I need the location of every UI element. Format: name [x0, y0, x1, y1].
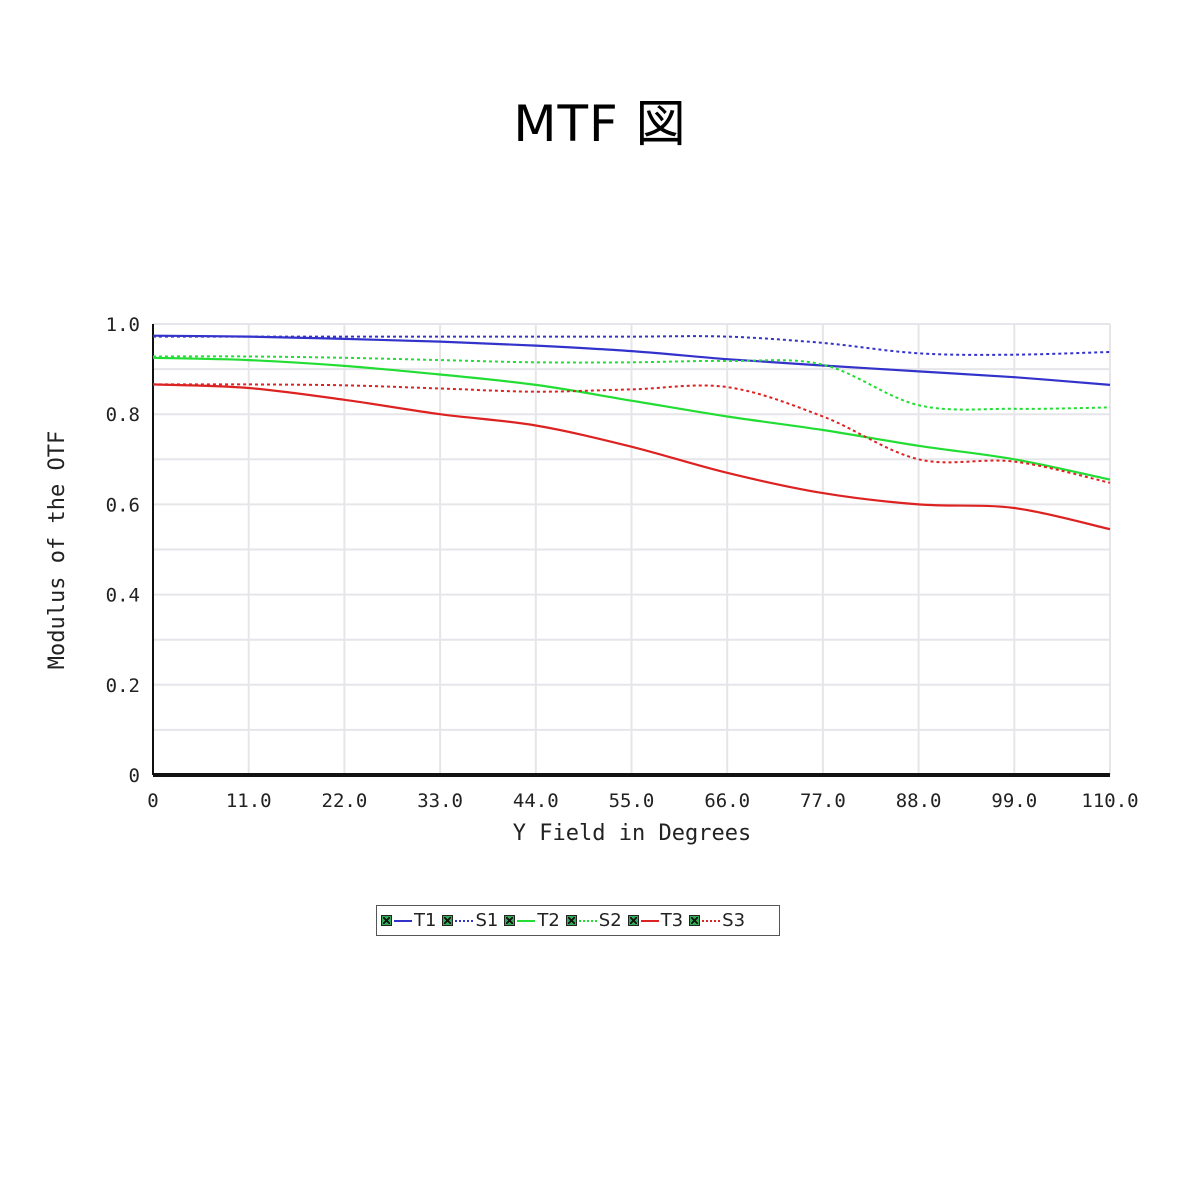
x-tick-label: 66.0	[704, 790, 750, 812]
y-tick-label: 1.0	[106, 314, 140, 336]
axes	[152, 324, 1110, 777]
checkbox-icon[interactable]	[565, 915, 577, 926]
legend-swatch	[702, 919, 721, 922]
legend-item-s1[interactable]: S1	[442, 910, 498, 931]
x-tick-label: 77.0	[800, 790, 846, 812]
legend: T1 S1 T2 S2 T3 S3	[376, 905, 780, 936]
legend-label: S3	[722, 910, 746, 931]
legend-item-s3[interactable]: S3	[689, 910, 745, 931]
legend-label: S1	[475, 910, 499, 931]
x-tick-label: 88.0	[896, 790, 942, 812]
tick-labels: 0 11.0 22.0 33.0 44.0 55.0 66.0 77.0 88.0 99.0 110…	[106, 314, 1139, 812]
legend-item-t3[interactable]: T3	[627, 910, 684, 931]
x-tick-label: 55.0	[609, 790, 655, 812]
x-tick-label: 99.0	[991, 790, 1037, 812]
legend-label: T3	[660, 910, 684, 931]
series-line-t3	[152, 383, 1111, 531]
series-line-t2	[152, 356, 1111, 481]
legend-swatch	[455, 919, 474, 922]
x-tick-label: 0	[147, 790, 158, 812]
legend-item-t1[interactable]: T1	[381, 910, 436, 931]
series-lines	[152, 334, 1111, 531]
x-tick-label: 11.0	[226, 790, 272, 812]
y-tick-label: 0.6	[106, 494, 140, 516]
series-line-t1	[152, 334, 1111, 386]
checkbox-icon[interactable]	[627, 915, 639, 926]
legend-swatch	[578, 919, 597, 922]
x-tick-label: 33.0	[417, 790, 463, 812]
legend-label: T1	[414, 910, 437, 931]
y-tick-label: 0.4	[106, 585, 140, 607]
legend-label: S2	[598, 910, 622, 931]
page-title: MTF 図	[513, 95, 687, 153]
y-axis-label: Modulus of the OTF	[45, 431, 70, 669]
grid	[152, 323, 1111, 776]
x-tick-label: 110.0	[1081, 790, 1138, 812]
x-tick-label: 44.0	[513, 790, 559, 812]
series-line-s1	[153, 335, 1111, 356]
checkbox-icon[interactable]	[381, 915, 392, 926]
series-line-s2	[152, 355, 1111, 411]
y-tick-label: 0	[129, 765, 140, 787]
series-line-s3	[152, 383, 1111, 484]
x-tick-label: 22.0	[322, 790, 368, 812]
legend-swatch	[394, 919, 412, 922]
x-axis-label: Y Field in Degrees	[513, 821, 751, 846]
checkbox-icon[interactable]	[689, 915, 701, 926]
checkbox-icon[interactable]	[442, 915, 454, 926]
legend-swatch	[517, 919, 536, 922]
legend-item-s2[interactable]: S2	[565, 910, 622, 931]
legend-swatch	[640, 919, 659, 922]
checkbox-icon[interactable]	[504, 915, 516, 926]
legend-label: T2	[537, 910, 560, 931]
legend-item-t2[interactable]: T2	[504, 910, 560, 931]
y-tick-label: 0.8	[106, 404, 140, 426]
y-tick-label: 0.2	[106, 675, 140, 697]
